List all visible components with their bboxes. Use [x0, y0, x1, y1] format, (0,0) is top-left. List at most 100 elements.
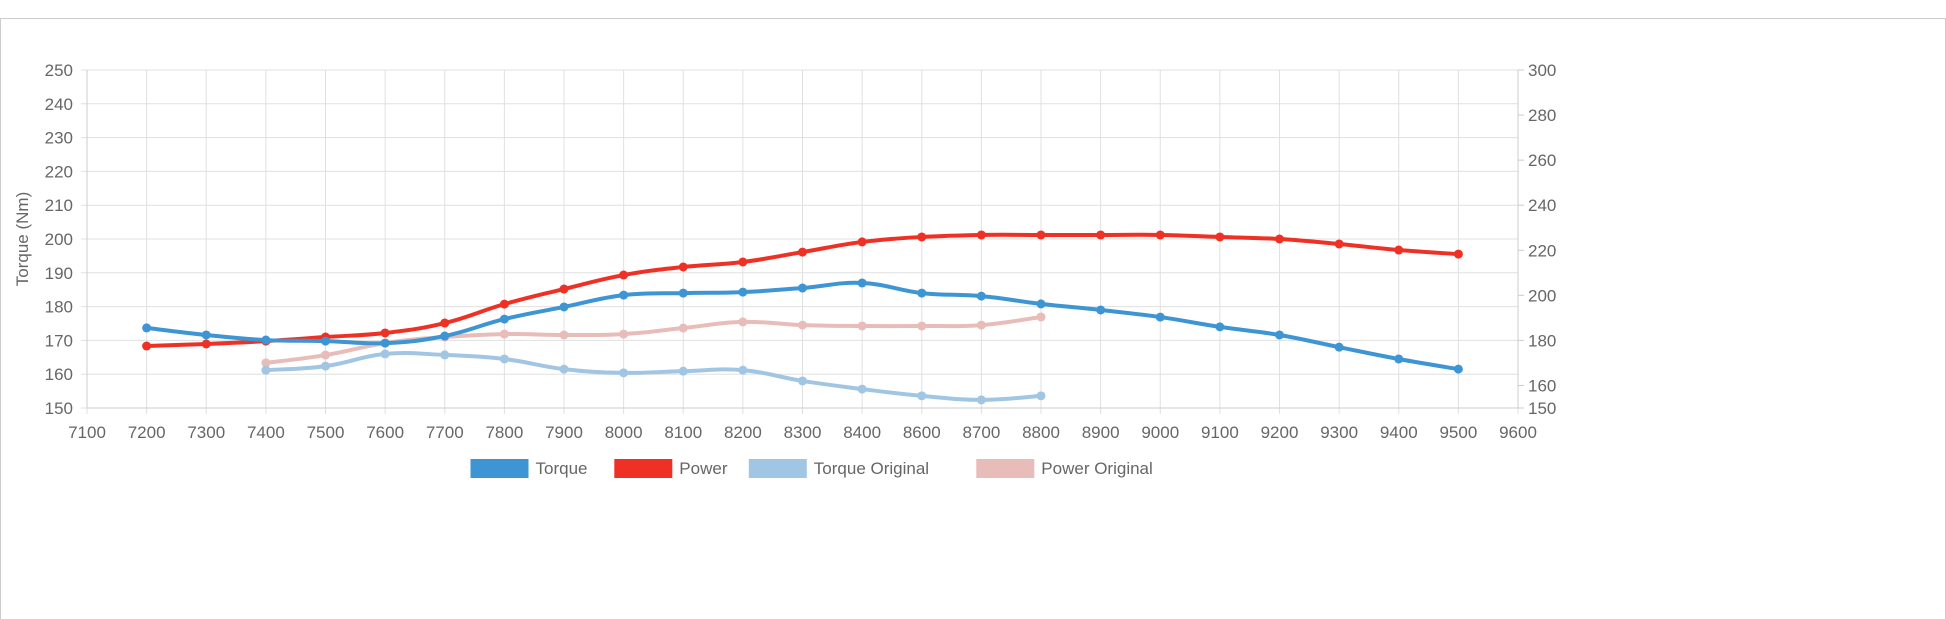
torque-original-point	[976, 395, 986, 405]
x-tick-label: 8400	[843, 423, 881, 442]
torque-original-point	[678, 366, 688, 376]
y2-tick-label: 260	[1528, 151, 1556, 170]
x-tick-label: 7700	[426, 423, 464, 442]
y2-tick-label: 240	[1528, 196, 1556, 215]
x-tick-label: 9400	[1380, 423, 1418, 442]
torque-point	[1096, 305, 1106, 315]
torque-point	[798, 283, 807, 293]
torque-point	[261, 335, 271, 345]
torque-point	[1334, 342, 1344, 352]
y2-tick-label: 150	[1528, 399, 1556, 418]
torque-point	[559, 302, 569, 312]
x-tick-label: 7200	[128, 423, 166, 442]
y-tick-label: 210	[45, 196, 73, 215]
torque-original-point	[559, 364, 569, 374]
power-point	[738, 257, 748, 267]
legend-item-power[interactable]: Power	[614, 459, 728, 478]
power-point	[499, 299, 509, 309]
power-original-point	[976, 320, 986, 330]
power-original-point	[321, 350, 330, 360]
y-tick-label: 240	[45, 95, 73, 114]
power-point	[142, 341, 152, 351]
power-original-point	[738, 317, 748, 327]
x-tick-label: 7100	[68, 423, 106, 442]
x-tick-label: 9200	[1261, 423, 1299, 442]
torque-original-point	[798, 376, 807, 386]
legend-item-power-original[interactable]: Power Original	[976, 459, 1153, 478]
power-point	[1334, 239, 1344, 249]
legend: Torque Power Torque Original Power Original	[470, 459, 1153, 478]
torque-original-point	[738, 365, 748, 375]
legend-swatch	[614, 459, 673, 478]
x-tick-label: 8700	[962, 423, 1000, 442]
torque-original-point	[619, 368, 629, 378]
torque-original-point	[1036, 391, 1046, 401]
power-point	[1036, 230, 1046, 240]
series-lines	[142, 230, 1463, 405]
legend-item-torque[interactable]: Torque	[470, 459, 588, 478]
power-point	[559, 284, 569, 294]
torque-point	[1155, 312, 1165, 322]
power-point	[1394, 245, 1404, 255]
power-original-point	[499, 329, 509, 339]
x-tick-label: 7300	[187, 423, 225, 442]
torque-original-point	[261, 365, 271, 375]
torque-point	[738, 287, 748, 297]
torque-original-point	[321, 361, 330, 371]
legend-swatch	[470, 459, 529, 478]
x-tick-label: 9300	[1320, 423, 1358, 442]
x-tick-label: 9500	[1439, 423, 1477, 442]
y2-tick-label: 300	[1528, 61, 1556, 80]
x-tick-label: 7400	[247, 423, 285, 442]
legend-swatch	[976, 459, 1035, 478]
torque-original-point	[917, 391, 927, 401]
power-original-point	[917, 321, 927, 331]
torque-point	[1036, 299, 1046, 309]
power-point	[440, 318, 450, 328]
torque-point	[201, 330, 211, 340]
y-axis-label: Torque (Nm)	[13, 192, 32, 286]
power-point	[1275, 234, 1284, 244]
torque-original-point	[857, 384, 867, 394]
power-point	[976, 230, 986, 240]
x-tick-label: 7600	[366, 423, 404, 442]
x-tick-label: 7900	[545, 423, 583, 442]
power-original-point	[559, 330, 569, 340]
power-original-point	[1036, 312, 1046, 322]
power-original-point	[798, 320, 807, 330]
y-tick-label: 250	[45, 61, 73, 80]
legend-swatch	[748, 459, 807, 478]
x-tick-label: 9600	[1499, 423, 1537, 442]
y-tick-label: 190	[45, 264, 73, 283]
y2-tick-label: 280	[1528, 106, 1556, 125]
torque-point	[917, 288, 927, 298]
torque-point	[440, 331, 450, 341]
torque-point	[380, 338, 390, 348]
torque-point	[678, 288, 688, 298]
power-point	[201, 339, 211, 349]
legend-label: Torque Original	[814, 459, 929, 478]
torque-point	[857, 278, 867, 288]
x-tick-label: 8100	[664, 423, 702, 442]
x-tick-label: 8200	[724, 423, 762, 442]
x-tick-label: 7500	[307, 423, 345, 442]
x-tick-label: 8000	[605, 423, 643, 442]
y2-tick-label: 180	[1528, 331, 1556, 350]
torque-point	[1215, 322, 1225, 332]
y-tick-label: 150	[45, 399, 73, 418]
legend-label: Power	[679, 459, 728, 478]
torque-point	[499, 314, 509, 324]
axes: 7100 7200 7300 7400 7500 7600 7700 7800 7900 8000…	[45, 61, 1557, 442]
legend-item-torque-original[interactable]: Torque Original	[748, 459, 929, 478]
torque-original-line	[265, 350, 1042, 402]
power-original-point	[619, 329, 629, 339]
legend-label: Power Original	[1041, 459, 1153, 478]
y2-tick-label: 220	[1528, 241, 1556, 260]
x-tick-label: 9000	[1141, 423, 1179, 442]
y2-tick-label: 160	[1528, 376, 1556, 395]
power-original-point	[678, 323, 688, 333]
x-tick-label: 9100	[1201, 423, 1239, 442]
torque-point	[321, 336, 330, 346]
y-tick-label: 200	[45, 230, 73, 249]
